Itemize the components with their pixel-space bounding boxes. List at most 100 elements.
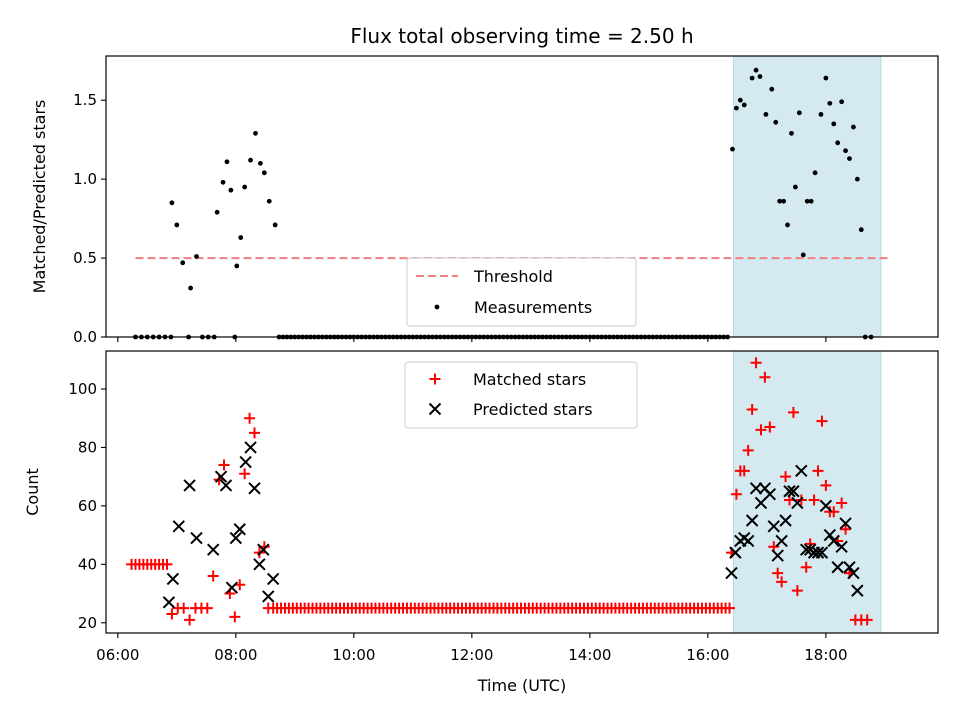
bottom-legend-box bbox=[404, 361, 638, 429]
predicted-star-point bbox=[795, 464, 808, 478]
matched-star-point bbox=[812, 465, 824, 477]
measurement-point bbox=[737, 97, 743, 103]
chart-title: Flux total observing time = 2.50 h bbox=[350, 24, 693, 48]
matched-star-point bbox=[776, 576, 788, 588]
measurement-point bbox=[839, 99, 845, 105]
y-tick-label: 0.0 bbox=[73, 328, 97, 346]
measurement-point bbox=[169, 200, 175, 206]
matched-star-point bbox=[808, 494, 820, 506]
measurement-point bbox=[781, 198, 786, 204]
predicted-star-point bbox=[741, 534, 755, 548]
predicted-stars-points bbox=[162, 441, 864, 609]
legend-predicted-swatch bbox=[428, 402, 442, 416]
matched-star-point bbox=[746, 403, 758, 415]
measurement-point bbox=[773, 119, 779, 125]
ratio-panel: 0.0 0.5 1.0 1.5 Matched/Predicted stars Thr… bbox=[30, 55, 939, 346]
predicted-star-point bbox=[253, 558, 266, 571]
predicted-star-point bbox=[745, 514, 759, 527]
y-tick-label: 1.0 bbox=[73, 170, 97, 188]
measurement-point bbox=[808, 198, 814, 204]
matched-star-point bbox=[229, 611, 241, 623]
predicted-star-point bbox=[787, 485, 800, 498]
measurement-point bbox=[228, 187, 234, 193]
predicted-star-point bbox=[729, 546, 742, 559]
matched-star-point bbox=[166, 608, 178, 620]
measurement-point bbox=[248, 157, 253, 163]
measurement-point bbox=[757, 74, 763, 79]
x-tick-label: 06:00 bbox=[96, 646, 139, 664]
legend-x-marker bbox=[428, 402, 442, 416]
top-x-ticks bbox=[117, 337, 827, 342]
legend-measurements-swatch bbox=[434, 304, 440, 310]
matched-star-point bbox=[218, 459, 230, 471]
matched-star-point bbox=[738, 465, 750, 477]
predicted-star-point bbox=[262, 590, 275, 603]
predicted-star-point bbox=[219, 479, 233, 492]
x-tick-label: 08:00 bbox=[214, 646, 257, 664]
matched-star-point bbox=[820, 479, 832, 491]
matched-star-point bbox=[836, 497, 848, 509]
measurement-point bbox=[835, 140, 841, 146]
measurement-point bbox=[851, 124, 856, 130]
measurement-point bbox=[789, 130, 794, 136]
measurement-point bbox=[847, 156, 852, 162]
predicted-star-point bbox=[835, 540, 848, 554]
predicted-star-point bbox=[214, 470, 228, 483]
top-y-axis-label: Matched/Predicted stars bbox=[30, 100, 49, 294]
measurement-point bbox=[843, 148, 848, 154]
measurement-point bbox=[818, 112, 824, 117]
measurement-point bbox=[812, 170, 818, 176]
measurement-point bbox=[174, 222, 180, 228]
matched-star-point bbox=[750, 357, 762, 369]
top-legend-box bbox=[406, 257, 637, 327]
matched-star-point bbox=[861, 614, 873, 626]
y-tick-label: 60 bbox=[78, 497, 97, 515]
matched-star-point bbox=[201, 602, 213, 614]
measurement-point bbox=[823, 75, 829, 81]
matched-star-point bbox=[772, 567, 784, 579]
top-y-ticks: 0.0 0.5 1.0 1.5 bbox=[73, 91, 106, 346]
measurement-point bbox=[238, 235, 244, 240]
measurement-point bbox=[214, 209, 220, 215]
predicted-star-point bbox=[791, 496, 804, 510]
predicted-star-point bbox=[843, 561, 856, 574]
measurement-point bbox=[741, 102, 747, 108]
measurement-point bbox=[785, 222, 790, 228]
predicted-star-point bbox=[183, 479, 196, 492]
predicted-star-point bbox=[767, 520, 780, 533]
measurement-point bbox=[242, 184, 248, 190]
matched-star-point bbox=[184, 614, 196, 626]
bottom-y-ticks: 20 40 60 80 100 bbox=[68, 380, 106, 632]
measurement-point bbox=[234, 263, 240, 269]
matched-star-point bbox=[816, 415, 828, 427]
measurement-point bbox=[261, 170, 267, 176]
top-legend: Threshold Measurements bbox=[406, 257, 637, 327]
x-tick-label: 18:00 bbox=[804, 646, 847, 664]
y-tick-label: 20 bbox=[78, 614, 97, 632]
measurement-point bbox=[253, 130, 258, 136]
measurement-point bbox=[224, 159, 230, 165]
predicted-star-point bbox=[248, 482, 261, 495]
measurement-point bbox=[188, 285, 193, 291]
legend-predicted-label: Predicted stars bbox=[473, 400, 593, 419]
matched-star-point bbox=[780, 471, 792, 483]
x-tick-label: 16:00 bbox=[686, 646, 729, 664]
measurement-point bbox=[258, 160, 263, 166]
predicted-star-point bbox=[244, 441, 257, 454]
count-panel: 20 40 60 80 100 06:00 08:00 10:00 12:00 14:00 16:… bbox=[23, 350, 939, 695]
predicted-star-point bbox=[749, 482, 763, 495]
x-tick-label: 12:00 bbox=[450, 646, 493, 664]
top-axes-frame bbox=[105, 55, 939, 338]
predicted-star-point bbox=[206, 543, 220, 556]
measurement-point bbox=[272, 222, 278, 228]
matched-star-point bbox=[742, 444, 754, 456]
matched-star-point bbox=[239, 468, 251, 480]
measurement-point bbox=[777, 198, 783, 204]
predicted-star-point bbox=[225, 581, 239, 594]
x-axis-label: Time (UTC) bbox=[477, 676, 566, 695]
matched-star-point bbox=[800, 561, 812, 573]
measurement-point bbox=[858, 227, 864, 233]
matched-star-point bbox=[207, 570, 219, 582]
measurement-point bbox=[800, 252, 806, 258]
